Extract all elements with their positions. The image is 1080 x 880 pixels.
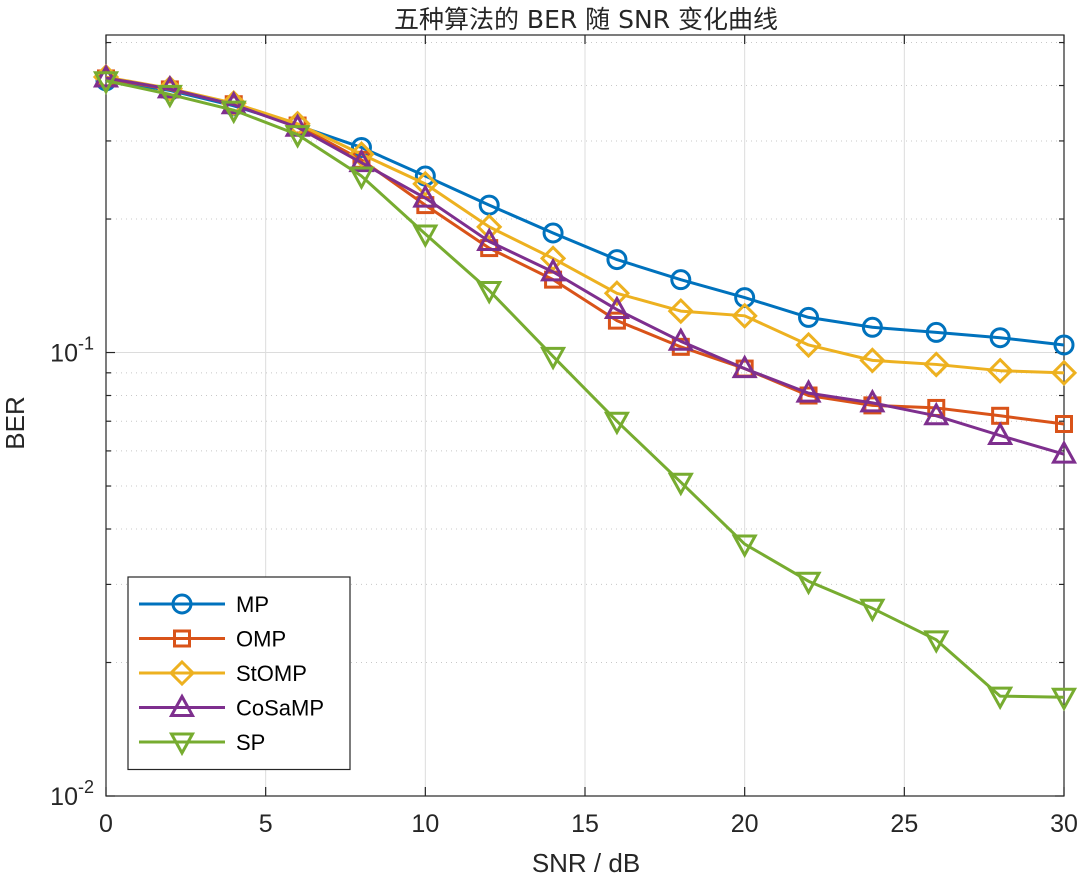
data-point-cosamp xyxy=(1050,440,1078,464)
data-point-sp xyxy=(603,411,630,436)
data-point-cosamp xyxy=(476,227,503,251)
legend-label-cosamp: CoSaMP xyxy=(236,696,324,721)
data-point-sp xyxy=(540,346,567,371)
legend-item-cosamp: CoSaMP xyxy=(139,693,324,721)
data-point-stomp xyxy=(923,351,950,378)
x-axis-label: SNR / dB xyxy=(532,848,640,878)
legend-label-stomp: StOMP xyxy=(236,661,307,686)
data-point-sp xyxy=(476,280,503,305)
legend-marker-cosamp xyxy=(168,693,196,717)
series-line-sp xyxy=(105,79,1065,699)
series-layer xyxy=(92,63,1078,712)
x-tick-label: 5 xyxy=(259,810,273,838)
data-point-cosamp xyxy=(731,354,758,379)
x-tick-label: 25 xyxy=(890,810,918,838)
data-point-cosamp xyxy=(667,327,694,351)
data-point-cosamp xyxy=(859,388,886,413)
data-point-cosamp xyxy=(412,183,439,208)
data-point-stomp xyxy=(603,280,631,307)
data-point-stomp xyxy=(412,170,439,198)
data-point-sp xyxy=(348,166,375,191)
data-point-cosamp xyxy=(603,295,630,320)
data-point-sp xyxy=(284,125,311,149)
data-point-mp xyxy=(861,316,883,338)
data-point-sp xyxy=(156,84,183,109)
legend-label-omp: OMP xyxy=(236,627,286,652)
data-point-stomp xyxy=(348,141,375,168)
series-line-cosamp xyxy=(105,76,1065,456)
series-sp xyxy=(92,71,1078,712)
data-point-sp xyxy=(1050,687,1078,712)
data-point-sp xyxy=(987,686,1014,711)
data-point-cosamp xyxy=(987,421,1014,445)
chart-title: 五种算法的 BER 随 SNR 变化曲线 xyxy=(394,5,778,34)
y-tick-label: 10-2 xyxy=(50,777,94,811)
data-point-mp xyxy=(798,306,820,328)
data-point-sp xyxy=(923,630,950,654)
data-point-cosamp xyxy=(92,63,120,88)
data-point-mp xyxy=(606,249,628,271)
series-line-stomp xyxy=(105,75,1065,375)
legend-marker-sp xyxy=(168,732,196,757)
data-point-sp xyxy=(731,534,758,559)
data-point-mp xyxy=(1053,334,1075,356)
data-point-sp xyxy=(412,224,439,249)
data-point-cosamp xyxy=(540,257,567,282)
data-point-sp xyxy=(92,71,120,95)
data-point-stomp xyxy=(667,297,694,325)
data-point-mp xyxy=(350,136,372,158)
x-tick-label: 15 xyxy=(571,810,599,838)
y-axis-label: BER xyxy=(0,396,30,449)
data-point-stomp xyxy=(731,302,758,329)
data-point-stomp xyxy=(795,331,822,359)
data-point-omp xyxy=(607,311,626,330)
data-point-mp xyxy=(670,269,692,291)
x-tick-label: 0 xyxy=(99,810,113,838)
x-tick-label: 10 xyxy=(411,810,439,838)
data-point-mp xyxy=(989,327,1011,349)
x-tick-label: 20 xyxy=(731,810,759,838)
legend-label-mp: MP xyxy=(236,592,269,617)
data-point-cosamp xyxy=(795,379,822,403)
data-point-sp xyxy=(795,571,822,596)
data-point-mp xyxy=(542,222,564,244)
legend-marker-stomp xyxy=(168,659,196,687)
data-point-stomp xyxy=(987,357,1014,384)
y-tick-label: 10-1 xyxy=(50,334,94,368)
data-point-cosamp xyxy=(348,148,375,173)
data-point-sp xyxy=(220,100,247,125)
data-point-omp xyxy=(1055,414,1073,433)
data-point-cosamp xyxy=(923,401,950,426)
data-point-sp xyxy=(667,472,694,497)
legend-item-omp: OMP xyxy=(139,627,286,652)
legend-item-stomp: StOMP xyxy=(139,659,307,687)
data-point-mp xyxy=(925,321,947,343)
data-point-sp xyxy=(859,598,886,623)
data-point-stomp xyxy=(539,245,567,272)
axis-ticks: 0 5 10 15 20 25 30 10-2 10-1 xyxy=(50,35,1078,838)
data-point-stomp xyxy=(156,75,183,102)
legend-item-mp: MP xyxy=(139,592,269,617)
data-point-stomp xyxy=(476,213,503,241)
legend: MP OMP StOMP CoSaMP SP xyxy=(127,576,351,771)
x-tick-label: 30 xyxy=(1050,810,1078,838)
legend-label-sp: SP xyxy=(236,730,265,755)
legend-item-sp: SP xyxy=(139,730,265,757)
data-point-stomp xyxy=(859,347,886,374)
legend-marker-omp xyxy=(173,629,191,648)
legend-marker-mp xyxy=(171,593,193,615)
data-point-stomp xyxy=(1050,359,1078,386)
